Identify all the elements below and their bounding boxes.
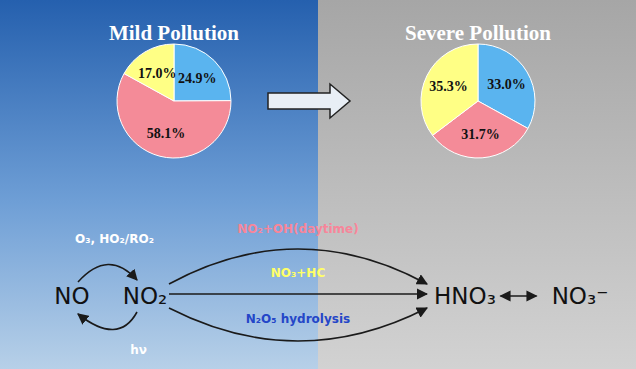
transition-arrow — [268, 84, 350, 118]
data-label: 17.0% — [138, 66, 177, 81]
equilibrium-arrow — [501, 295, 537, 297]
pie-slice — [421, 44, 478, 135]
pie — [117, 44, 231, 158]
species: NO₂ — [123, 283, 168, 309]
pie-slice — [174, 44, 231, 101]
data-label: 33.0% — [487, 77, 526, 92]
species: NO — [54, 283, 89, 309]
panel-title: Severe Pollution — [405, 21, 551, 45]
panel-title: Mild Pollution — [109, 21, 239, 45]
data-label: 31.7% — [461, 127, 500, 142]
reaction-arrow — [78, 312, 137, 330]
background-polluted — [318, 0, 636, 369]
pathway-label: O₃, HO₂/RO₂ — [75, 232, 154, 246]
pathway-label: N₂O₅ hydrolysis — [246, 312, 350, 326]
reaction-arrow — [169, 308, 427, 341]
reaction-arrow — [169, 249, 427, 284]
pathway-label: NO₃+HC — [271, 266, 326, 280]
data-label: 35.3% — [429, 79, 468, 94]
pathway-label: NO₂+OH(daytime) — [237, 222, 358, 236]
pie — [421, 44, 535, 158]
data-label: 24.9% — [178, 71, 217, 86]
data-label: 58.1% — [147, 126, 186, 141]
pathway-label: hν — [130, 343, 147, 357]
reaction-arrow — [169, 293, 427, 295]
reaction-arrow — [78, 264, 137, 282]
species: NO₃⁻ — [552, 283, 609, 309]
graphic: Mild Pollution 24.9% 58.1% 17.0% Severe Poll… — [0, 0, 636, 369]
species: HNO₃ — [434, 283, 496, 309]
